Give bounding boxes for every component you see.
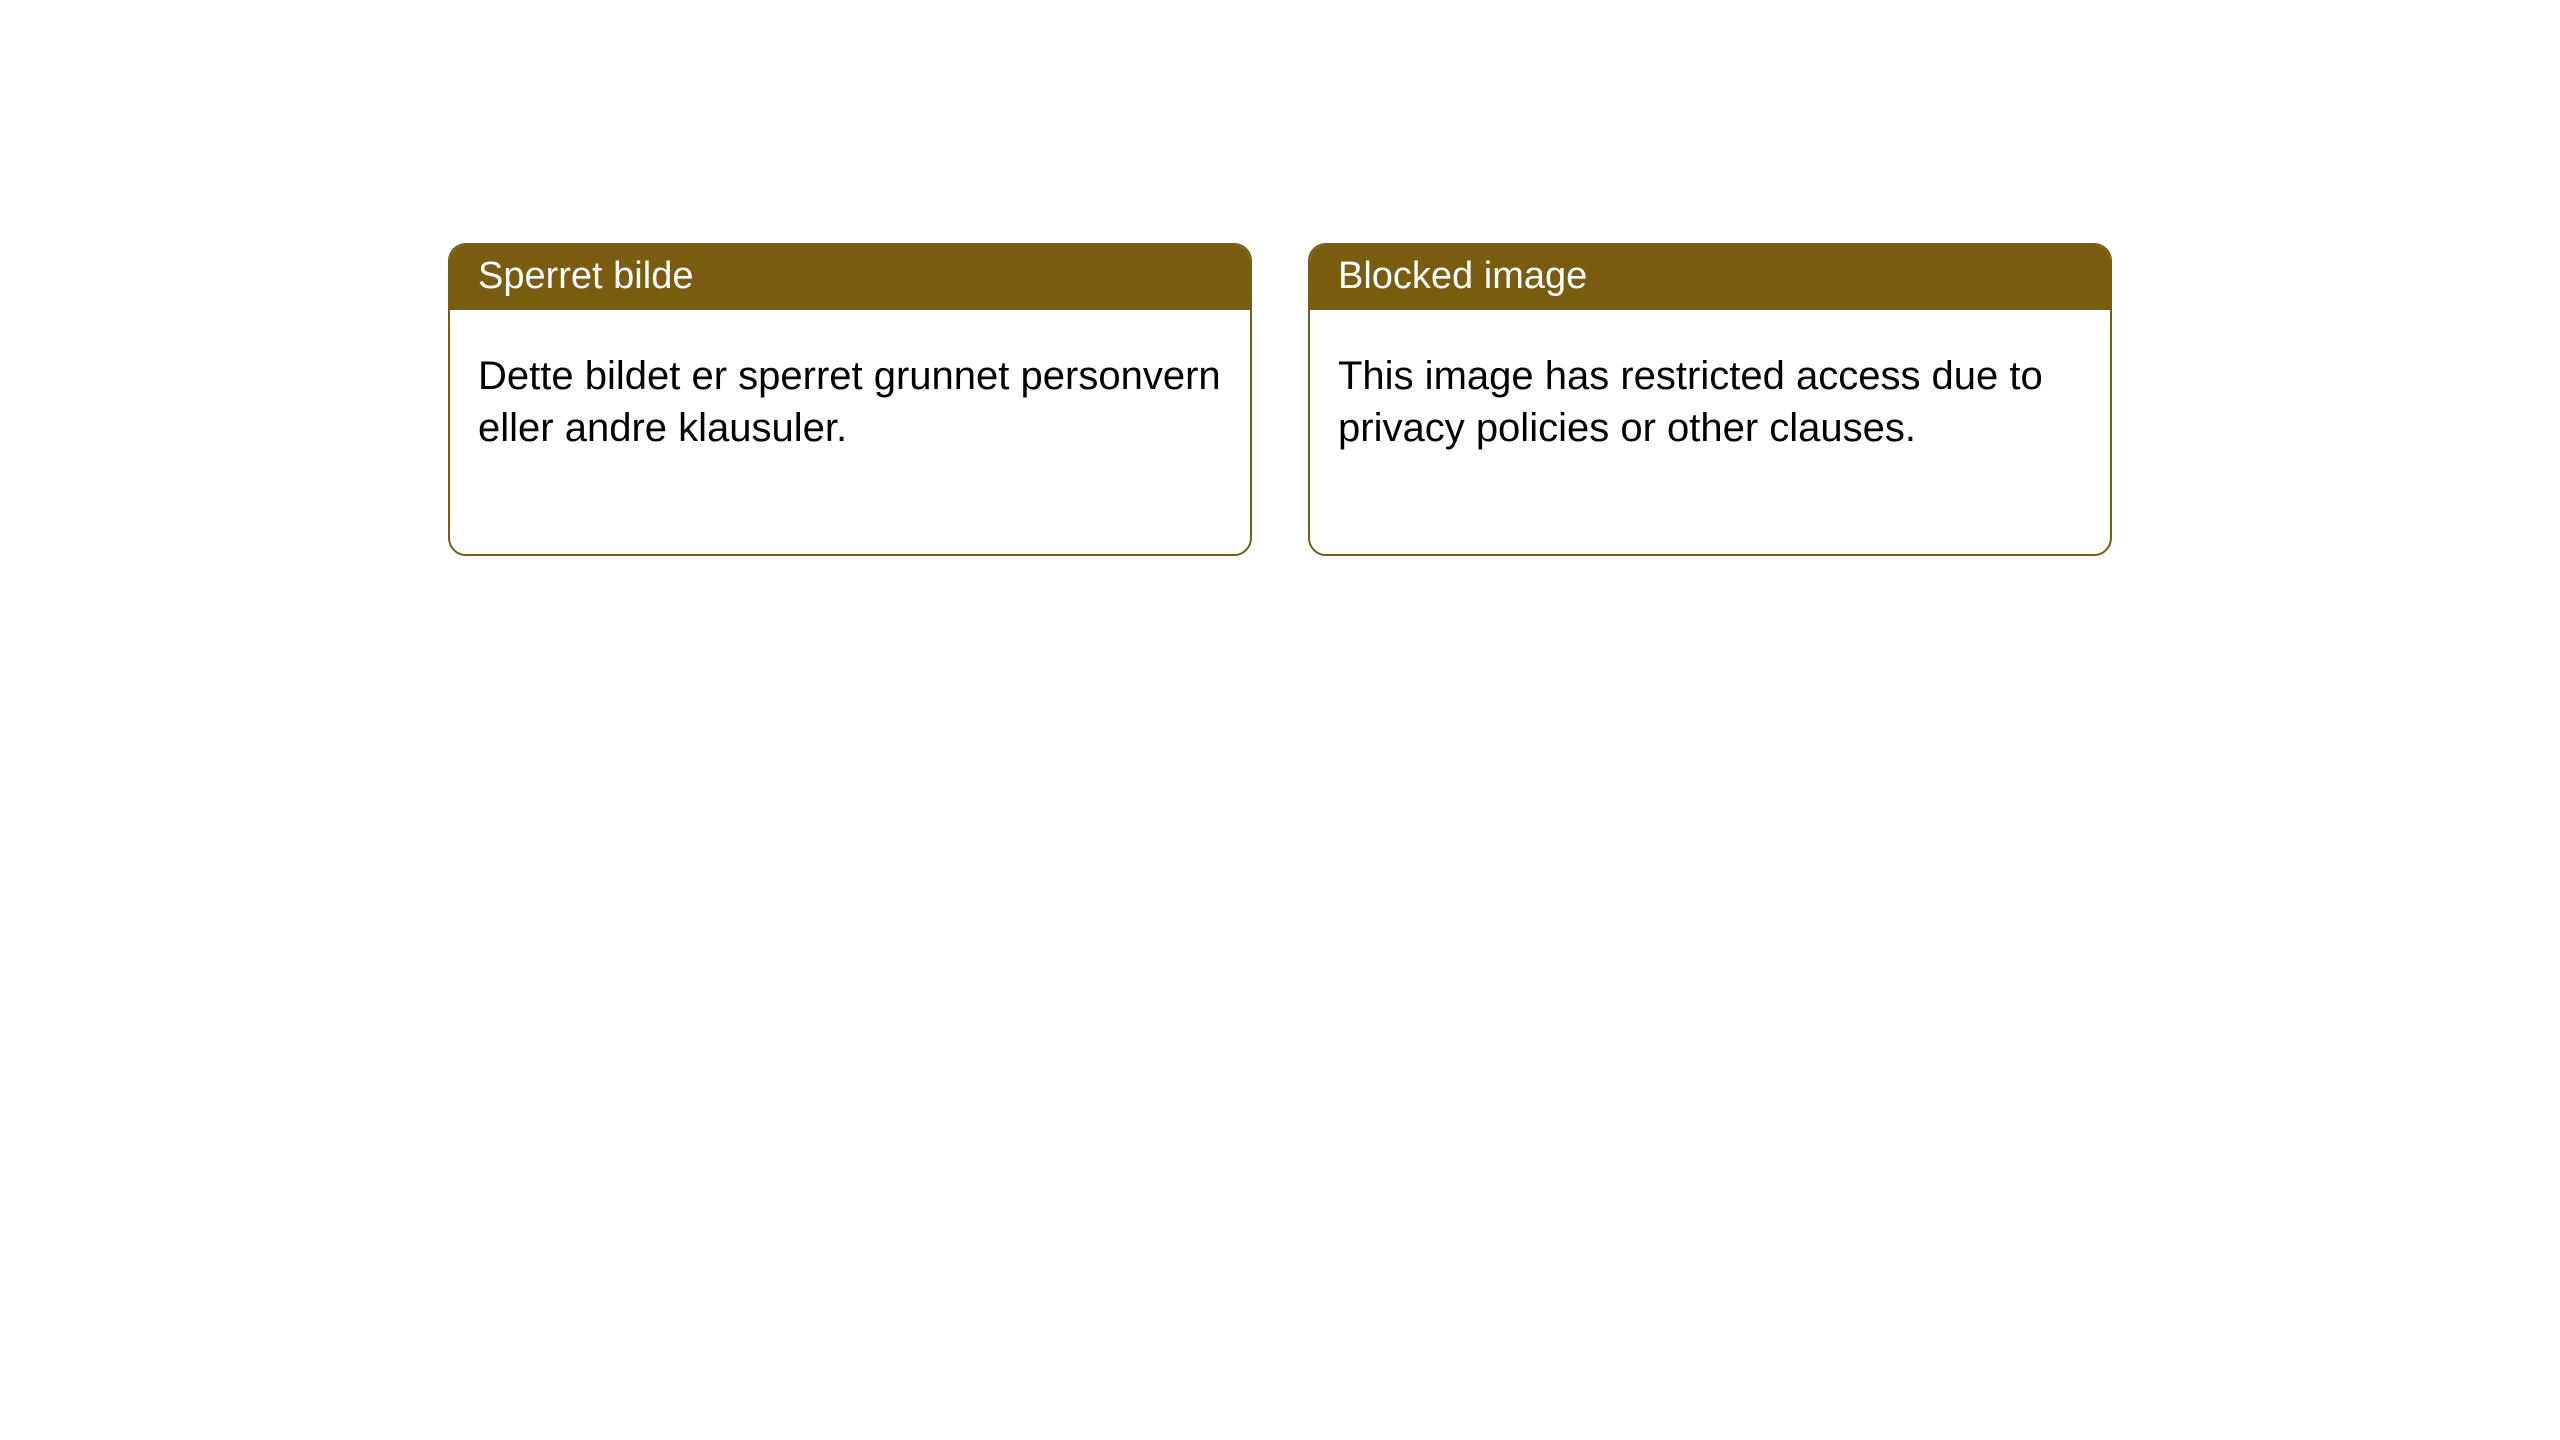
card-body: This image has restricted access due to … [1310, 310, 2110, 554]
card-header: Sperret bilde [450, 245, 1250, 310]
card-header: Blocked image [1310, 245, 2110, 310]
card-body: Dette bildet er sperret grunnet personve… [450, 310, 1250, 554]
notice-container: Sperret bilde Dette bildet er sperret gr… [0, 0, 2560, 556]
card-title: Sperret bilde [478, 255, 693, 297]
card-title: Blocked image [1338, 255, 1587, 297]
card-body-text: Dette bildet er sperret grunnet personve… [478, 354, 1221, 450]
blocked-image-card-no: Sperret bilde Dette bildet er sperret gr… [448, 243, 1252, 556]
card-body-text: This image has restricted access due to … [1338, 354, 2043, 450]
blocked-image-card-en: Blocked image This image has restricted … [1308, 243, 2112, 556]
